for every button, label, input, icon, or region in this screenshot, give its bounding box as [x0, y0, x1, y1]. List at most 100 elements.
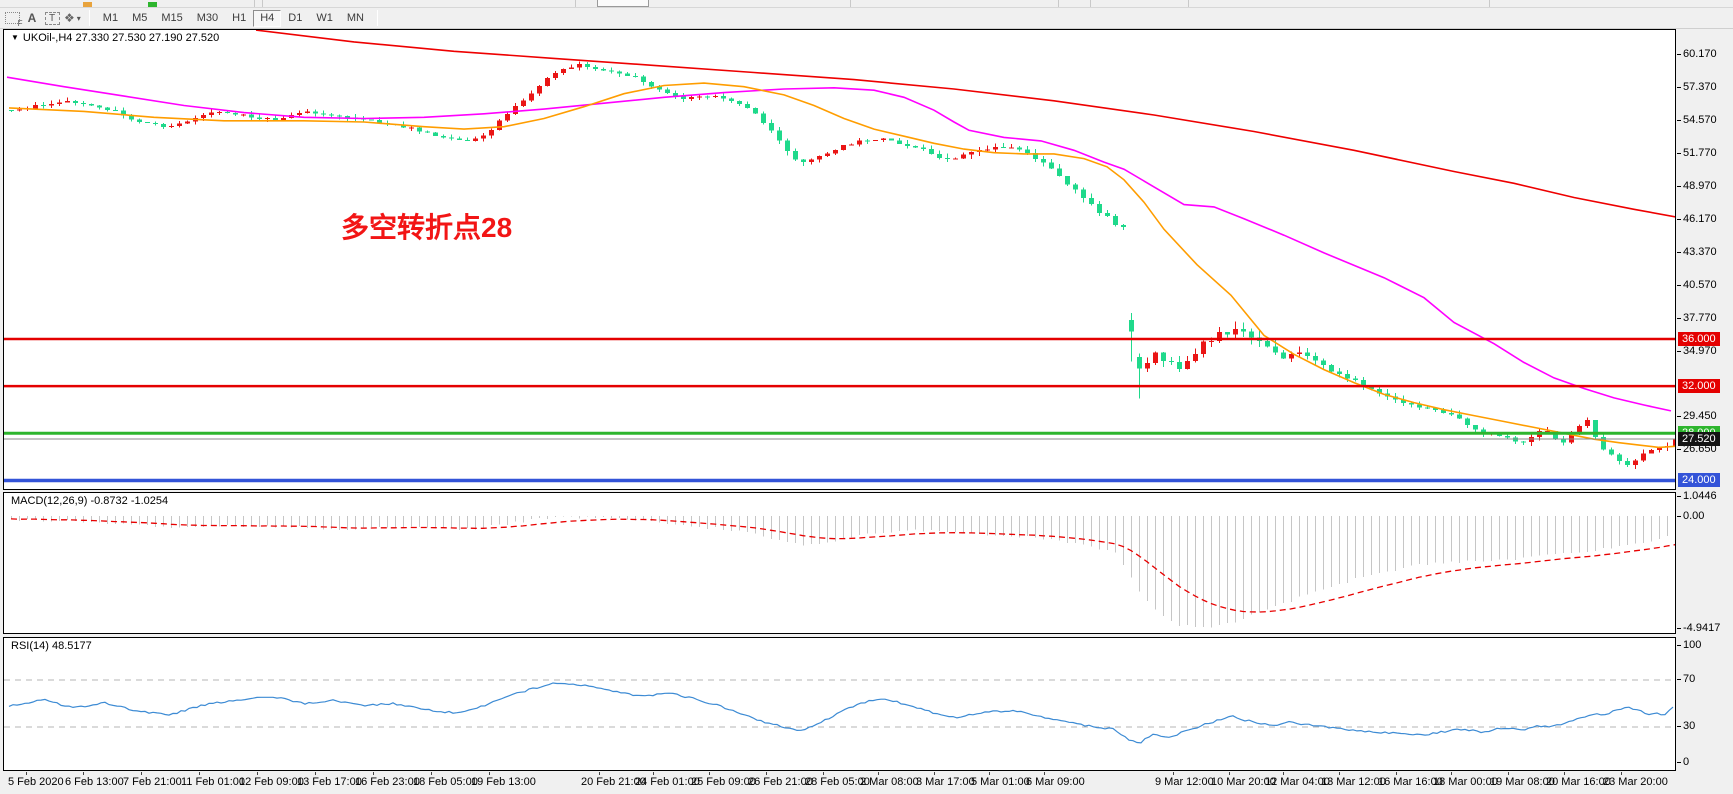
date-label: 28 Feb 05:00 — [805, 776, 870, 788]
date-label: 19 Mar 08:00 — [1490, 776, 1555, 788]
macd-axis-label: 1.0446 — [1677, 489, 1717, 503]
main-chart-panel[interactable]: ▼ UKOil-,H4 27.330 27.530 27.190 27.520 多… — [3, 29, 1676, 490]
macd-axis-label: -4.9417 — [1677, 621, 1720, 635]
date-tick — [199, 772, 200, 775]
tf-button-W1[interactable]: W1 — [316, 12, 333, 24]
price-axis: 60.170 57.370 54.570 51.770 48.970 46.170 43.3… — [1677, 29, 1733, 772]
price-badge-36.000: 36.000 — [1678, 331, 1720, 346]
rsi-axis-label: 30 — [1677, 719, 1695, 733]
date-label: 18 Feb 05:00 — [413, 776, 478, 788]
tf-button-M15[interactable]: M15 — [161, 12, 183, 24]
date-label: 20 Mar 16:00 — [1546, 776, 1611, 788]
window-top-strip — [0, 0, 1733, 8]
date-tick — [1044, 772, 1045, 775]
top-strip-separator — [1489, 0, 1490, 7]
tf-button-D1[interactable]: D1 — [288, 12, 303, 24]
rsi-axis-label: 70 — [1677, 672, 1695, 686]
timeframe-button-group: M1 M5 M15 M30 H1 H4 D1 W1 MN — [96, 9, 371, 27]
date-tick — [489, 772, 490, 775]
top-strip-separator — [1058, 0, 1059, 7]
price-axis-label: 57.370 — [1677, 80, 1717, 94]
date-tick — [26, 772, 27, 775]
date-tick — [709, 772, 710, 775]
price-axis-label: 46.170 — [1677, 212, 1717, 226]
date-tick — [1564, 772, 1565, 775]
date-label: 20 Feb 21:00 — [581, 776, 646, 788]
date-label: 16 Mar 16:00 — [1378, 776, 1443, 788]
date-tick — [1229, 772, 1230, 775]
tf-button-M5[interactable]: M5 — [132, 12, 148, 24]
date-tick — [1396, 772, 1397, 775]
price-axis-label: 29.450 — [1677, 409, 1717, 423]
price-axis-label: 43.370 — [1677, 245, 1717, 259]
rsi-axis-label: 100 — [1677, 638, 1701, 652]
date-label: 13 Mar 12:00 — [1321, 776, 1386, 788]
text-label-icon[interactable]: T — [43, 10, 61, 27]
date-label: 18 Mar 00:00 — [1433, 776, 1498, 788]
chart-toolbar: F A T ❖ ▾ M1 M5 M15 M30 H1 H4 D1 W1 MN — [0, 8, 1733, 29]
price-axis-label: 54.570 — [1677, 113, 1717, 127]
chart-title-text: UKOil-,H4 27.330 27.530 27.190 27.520 — [22, 32, 220, 44]
date-tick — [823, 772, 824, 775]
date-tick — [257, 772, 258, 775]
rsi-canvas[interactable] — [4, 638, 1675, 770]
top-strip-separator — [1090, 0, 1091, 7]
date-tick — [373, 772, 374, 775]
chart-annotation[interactable]: 多空转折点28 — [341, 212, 513, 243]
date-tick — [1621, 772, 1622, 775]
date-label: 6 Feb 13:00 — [65, 776, 124, 788]
rsi-label: RSI(14) 48.5177 — [11, 640, 92, 652]
chevron-down-icon[interactable]: ▾ — [76, 13, 81, 23]
top-strip-separator — [1188, 0, 1189, 7]
rsi-panel[interactable]: RSI(14) 48.5177 — [3, 637, 1676, 771]
date-tick — [315, 772, 316, 775]
arrows-shapes-icon[interactable]: ❖ ▾ — [64, 11, 81, 25]
macd-label: MACD(12,26,9) -0.8732 -1.0254 — [11, 495, 169, 507]
date-tick — [766, 772, 767, 775]
date-label: 11 Feb 01:00 — [181, 776, 246, 788]
rsi-axis-label: 0 — [1677, 755, 1689, 769]
date-label: 12 Feb 09:00 — [239, 776, 304, 788]
chart-title: ▼ UKOil-,H4 27.330 27.530 27.190 27.520 — [11, 32, 219, 44]
tf-button-MN[interactable]: MN — [346, 12, 364, 24]
date-label: 10 Mar 20:00 — [1211, 776, 1276, 788]
toolbar-separator — [376, 10, 378, 26]
date-tick — [1508, 772, 1509, 775]
price-axis-label: 26.650 — [1677, 442, 1717, 456]
main-chart-canvas[interactable] — [4, 30, 1675, 489]
date-label: 13 Feb 17:00 — [297, 776, 362, 788]
macd-canvas[interactable] — [4, 493, 1675, 633]
date-tick — [599, 772, 600, 775]
price-badge-27.520: 27.520 — [1678, 431, 1720, 446]
date-tick — [878, 772, 879, 775]
toolbar-separator — [88, 10, 90, 26]
date-tick — [1451, 772, 1452, 775]
date-label: 3 Mar 17:00 — [916, 776, 975, 788]
price-axis-label: 51.770 — [1677, 146, 1717, 160]
date-label: 23 Mar 20:00 — [1603, 776, 1668, 788]
toolbar-chip-icon — [83, 2, 92, 7]
date-tick — [141, 772, 142, 775]
date-label: 9 Mar 12:00 — [1155, 776, 1214, 788]
date-label: 19 Feb 13:00 — [471, 776, 536, 788]
date-label: 5 Mar 01:00 — [971, 776, 1030, 788]
price-badge-32.000: 32.000 — [1678, 379, 1720, 394]
tf-button-H1[interactable]: H1 — [232, 12, 247, 24]
collapse-triangle-icon[interactable]: ▼ — [11, 33, 19, 42]
toolbar-chip-icon — [148, 2, 157, 7]
date-label: 12 Mar 04:00 — [1265, 776, 1330, 788]
date-axis: 5 Feb 2020 6 Feb 13:00 7 Feb 21:00 11 Feb 0… — [3, 772, 1733, 794]
top-strip-separator — [254, 0, 255, 7]
macd-panel[interactable]: MACD(12,26,9) -0.8732 -1.0254 — [3, 492, 1676, 634]
date-label: 25 Feb 09:00 — [691, 776, 756, 788]
tf-button-H4[interactable]: H4 — [253, 9, 282, 27]
date-label: 5 Feb 2020 — [8, 776, 64, 788]
tf-button-M1[interactable]: M1 — [102, 12, 119, 24]
price-badge-24.000: 24.000 — [1678, 473, 1720, 488]
tf-button-M30[interactable]: M30 — [196, 12, 219, 24]
fibonacci-icon[interactable]: F — [3, 10, 23, 28]
date-tick — [431, 772, 432, 775]
macd-axis-label: 0.00 — [1677, 509, 1704, 523]
text-annotation-icon[interactable]: A — [27, 11, 37, 25]
